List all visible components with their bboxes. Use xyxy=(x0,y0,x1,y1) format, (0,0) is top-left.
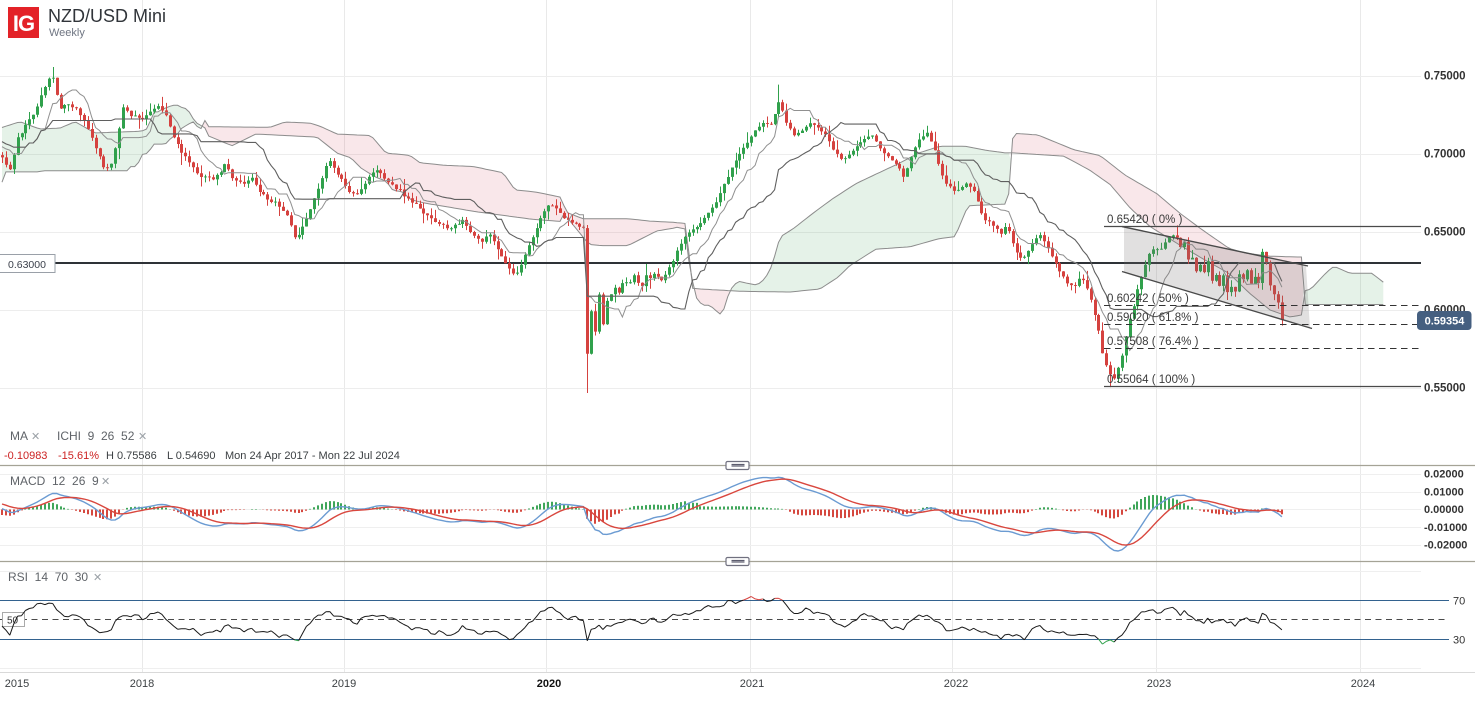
svg-text:✕: ✕ xyxy=(31,431,40,443)
svg-text:✕: ✕ xyxy=(101,476,110,488)
svg-text:0.00000: 0.00000 xyxy=(1424,504,1464,516)
svg-text:-15.61%: -15.61% xyxy=(58,450,99,462)
svg-text:-0.02000: -0.02000 xyxy=(1424,540,1467,552)
svg-text:2023: 2023 xyxy=(1147,678,1171,690)
svg-text:Mon 24 Apr 2017 - Mon 22 Jul 2: Mon 24 Apr 2017 - Mon 22 Jul 2024 xyxy=(225,450,400,462)
svg-text:0.59354: 0.59354 xyxy=(1425,316,1466,328)
svg-text:✕: ✕ xyxy=(93,572,102,584)
svg-text:0.75000: 0.75000 xyxy=(1424,71,1466,83)
svg-text:0.55064 ( 100% ): 0.55064 ( 100% ) xyxy=(1107,374,1195,386)
svg-text:0.70000: 0.70000 xyxy=(1424,149,1466,161)
svg-text:2019: 2019 xyxy=(332,678,356,690)
svg-text:ICHI 9 26 52: ICHI 9 26 52 xyxy=(57,429,135,443)
svg-text:-0.01000: -0.01000 xyxy=(1424,522,1467,534)
svg-text:2021: 2021 xyxy=(740,678,764,690)
svg-text:70: 70 xyxy=(1453,596,1465,608)
svg-text:0.65420 ( 0% ): 0.65420 ( 0% ) xyxy=(1107,214,1183,226)
svg-text:L 0.54690: L 0.54690 xyxy=(167,450,216,462)
svg-text:IG: IG xyxy=(13,11,34,36)
svg-text:NZD/USD Mini: NZD/USD Mini xyxy=(48,6,166,26)
svg-text:50: 50 xyxy=(7,616,19,627)
svg-text:H 0.75586: H 0.75586 xyxy=(106,450,157,462)
svg-text:0.02000: 0.02000 xyxy=(1424,469,1464,481)
svg-text:2022: 2022 xyxy=(944,678,968,690)
svg-text:0.63000: 0.63000 xyxy=(8,259,46,271)
svg-text:Weekly: Weekly xyxy=(49,27,85,39)
svg-text:0.59020 ( 61.8% ): 0.59020 ( 61.8% ) xyxy=(1107,312,1199,324)
svg-text:2018: 2018 xyxy=(130,678,154,690)
svg-text:-0.10983: -0.10983 xyxy=(4,450,47,462)
svg-text:2015: 2015 xyxy=(5,678,29,690)
svg-text:0.65000: 0.65000 xyxy=(1424,227,1466,239)
svg-text:MA: MA xyxy=(10,429,28,443)
svg-text:2024: 2024 xyxy=(1351,678,1375,690)
svg-text:0.60242 ( 50% ): 0.60242 ( 50% ) xyxy=(1107,293,1189,305)
svg-text:0.55000: 0.55000 xyxy=(1424,383,1466,395)
svg-text:2020: 2020 xyxy=(537,678,561,690)
svg-text:MACD 12 26 9: MACD 12 26 9 xyxy=(10,474,99,488)
svg-text:0.57508 ( 76.4% ): 0.57508 ( 76.4% ) xyxy=(1107,336,1199,348)
svg-text:RSI 14 70 30: RSI 14 70 30 xyxy=(8,570,88,584)
svg-text:0.01000: 0.01000 xyxy=(1424,487,1464,499)
svg-text:✕: ✕ xyxy=(138,431,147,443)
svg-text:30: 30 xyxy=(1453,635,1465,647)
